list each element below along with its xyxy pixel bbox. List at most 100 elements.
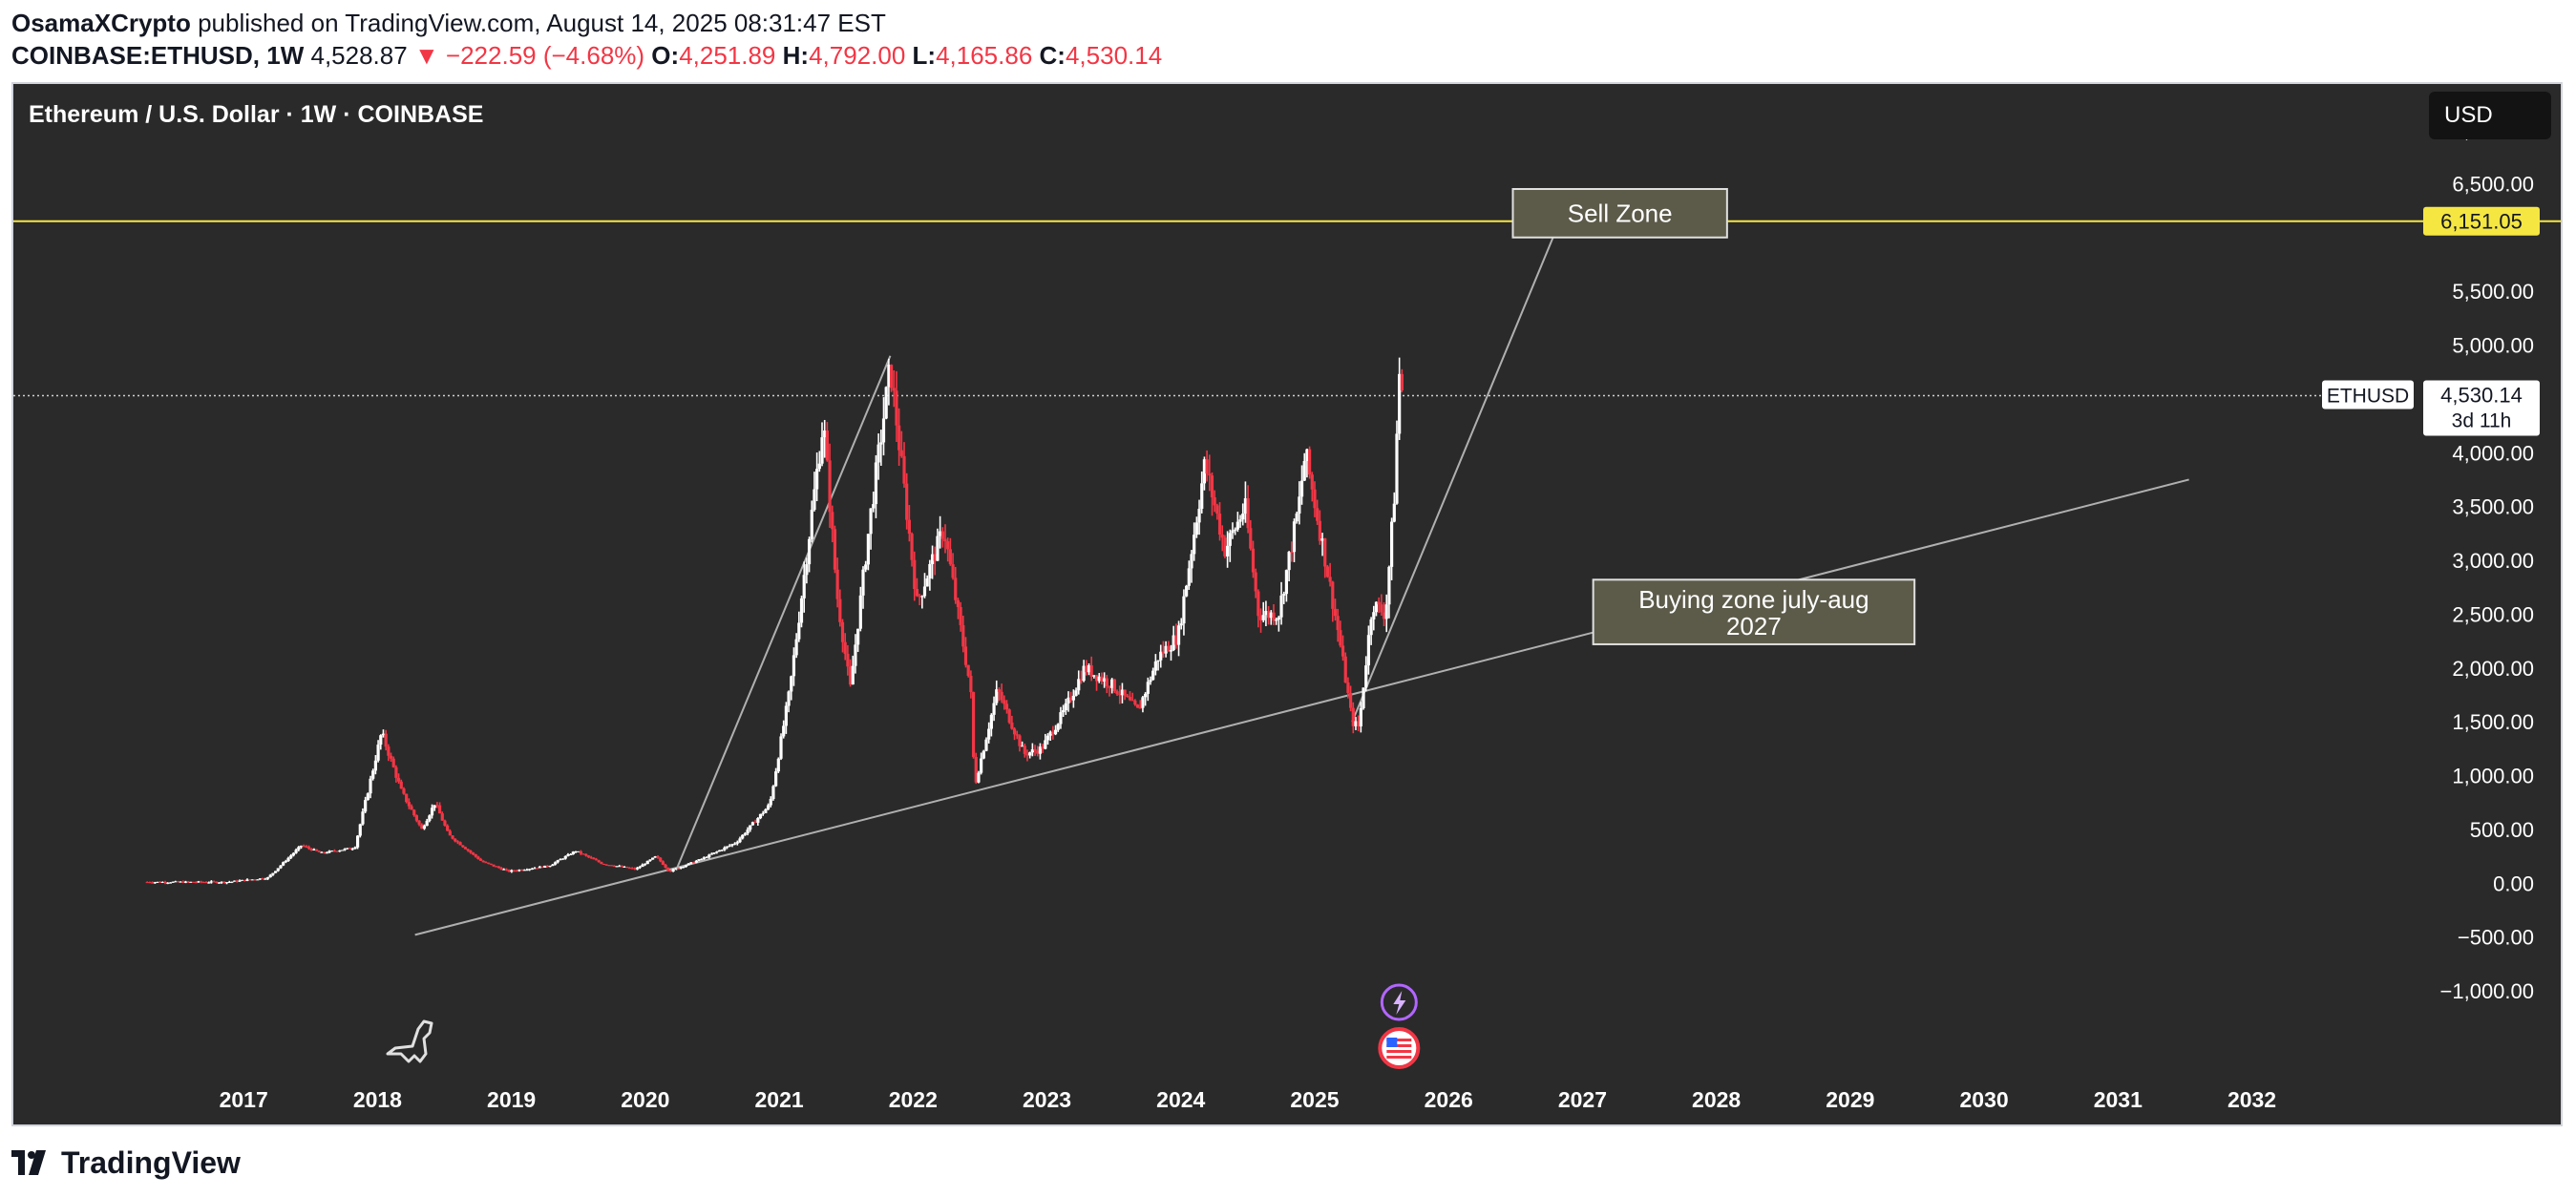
candle-body	[1364, 665, 1368, 688]
candle-body	[1380, 604, 1383, 613]
candle-body	[168, 882, 173, 884]
candle-body	[243, 879, 246, 881]
candle-body	[1325, 566, 1330, 578]
candle-body	[738, 838, 742, 843]
candle-body	[340, 850, 345, 851]
candle-body	[451, 835, 454, 839]
candle-body	[212, 881, 216, 883]
candle-body	[913, 559, 917, 590]
candle-body	[179, 881, 182, 883]
candle-body	[209, 881, 214, 883]
chart-panel[interactable]: −1,000.00 −500.00 0.00 500.00 1,000.00 1,500.…	[11, 82, 2563, 1126]
candle-body	[977, 772, 981, 783]
candle-body	[769, 799, 772, 806]
candle-body	[709, 853, 714, 855]
candle-body	[412, 809, 416, 816]
candle-body	[1146, 682, 1150, 694]
candle-body	[197, 881, 201, 883]
candle-body	[858, 595, 862, 629]
candle-body	[448, 830, 452, 836]
candle-body	[455, 841, 459, 843]
candle-body	[258, 878, 263, 880]
trendline-2	[675, 355, 892, 872]
candle-body	[545, 865, 550, 867]
candle-body	[774, 771, 778, 787]
candle-body	[741, 834, 745, 839]
candle-body	[581, 853, 585, 855]
candle-body	[943, 538, 947, 542]
candle-body	[802, 575, 806, 598]
close-value: 4,530.14	[1065, 41, 1163, 70]
candle-body	[910, 534, 914, 560]
trendline-1	[414, 478, 2189, 936]
candle-body	[602, 864, 606, 866]
candle-body	[348, 848, 352, 850]
candle-body	[1215, 505, 1219, 514]
candle-body	[174, 881, 178, 883]
y-tick-label: 5,500.00	[2452, 280, 2534, 304]
candle-body	[974, 757, 978, 783]
candle-body	[492, 864, 496, 867]
candle-body	[645, 860, 649, 865]
high-label: H:	[782, 41, 810, 70]
candle-body	[874, 462, 878, 505]
candle-body	[666, 867, 670, 872]
candle-body	[338, 850, 342, 852]
candle-body	[1313, 489, 1317, 509]
candle-body	[478, 858, 483, 861]
candle-body	[618, 866, 622, 868]
candle-body	[692, 862, 696, 864]
bar-countdown: 3d 11h	[2452, 410, 2512, 431]
author-name[interactable]: OsamaXCrypto	[11, 9, 191, 37]
candle-body	[794, 639, 798, 656]
candle-body	[651, 857, 655, 860]
candle-body	[1197, 509, 1201, 523]
candle-body	[306, 847, 311, 849]
candle-body	[1115, 691, 1119, 695]
candle-body	[889, 365, 894, 388]
candle-body	[1094, 675, 1099, 682]
candle-body	[200, 881, 203, 883]
candle-body	[1025, 753, 1029, 756]
candle-body	[495, 866, 498, 868]
candle-body	[1323, 538, 1327, 567]
candle-body	[843, 641, 847, 654]
candle-body	[271, 872, 275, 875]
currency-button[interactable]: USD	[2429, 92, 2551, 139]
candle-body	[194, 882, 198, 884]
candle-body	[189, 881, 193, 883]
candle-body	[997, 689, 1002, 692]
footer-brand[interactable]: TradingView	[61, 1144, 241, 1180]
candle-body	[1000, 691, 1003, 701]
candle-body	[158, 881, 162, 883]
candle-body	[286, 857, 290, 862]
candle-body	[876, 444, 880, 463]
candle-body	[320, 851, 324, 853]
candle-body	[835, 569, 839, 599]
sell-zone-box	[1511, 188, 1728, 239]
candle-body	[840, 621, 845, 642]
candle-body	[1349, 692, 1353, 708]
candle-body	[635, 868, 640, 870]
candle-body	[630, 868, 634, 870]
candle-body	[461, 845, 465, 848]
candle-body	[1036, 750, 1040, 754]
candle-body	[1251, 548, 1256, 573]
candle-body	[956, 599, 961, 608]
candle-body	[922, 586, 927, 597]
candle-body	[643, 864, 647, 866]
candle-body	[1179, 623, 1183, 626]
candle-body	[474, 853, 477, 857]
price-chart[interactable]: −1,000.00 −500.00 0.00 500.00 1,000.00 1,500.…	[13, 84, 2561, 1124]
candle-body	[959, 607, 962, 625]
tradingview-logo-icon[interactable]	[11, 1150, 53, 1175]
candle-body	[1153, 661, 1157, 671]
candle-body	[805, 564, 809, 576]
candle-body	[261, 878, 264, 880]
x-tick-label: 2029	[1826, 1087, 1874, 1112]
candle-body	[579, 850, 582, 854]
ohlc-bar: COINBASE:ETHUSD, 1W 4,528.87 ▼ −222.59 (…	[11, 40, 1162, 71]
candle-body	[353, 847, 357, 850]
flag-canton	[1386, 1038, 1398, 1047]
candle-body	[207, 882, 211, 884]
